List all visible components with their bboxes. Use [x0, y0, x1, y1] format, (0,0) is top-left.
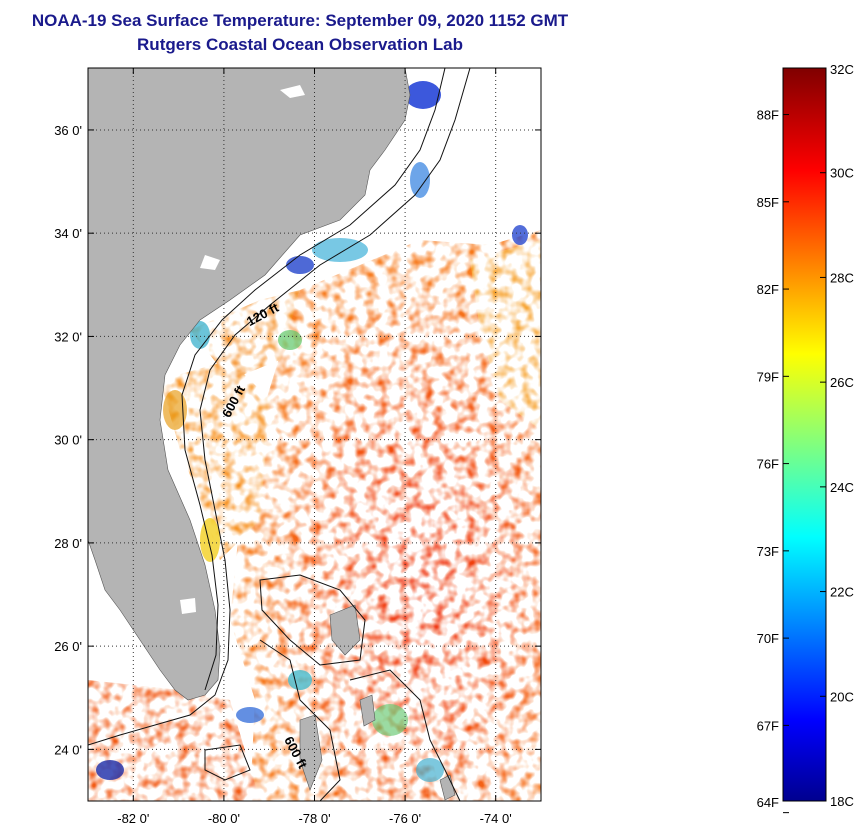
lon-tick-label: -80 0' — [208, 811, 240, 826]
fahrenheit-tick-label: 85F — [757, 195, 779, 210]
fahrenheit-tick-label: 76F — [757, 457, 779, 472]
lon-tick-label: -76 0' — [389, 811, 421, 826]
little-bahama-bank-contour — [259, 574, 366, 666]
grand-bahama-island — [329, 604, 361, 656]
long-island-bahamas — [439, 774, 456, 801]
andros-island — [299, 714, 323, 791]
lon-tick-label: -82 0' — [117, 811, 149, 826]
bathymetry-contours — [88, 68, 471, 801]
map-title: NOAA-19 Sea Surface Temperature: Septemb… — [31, 11, 569, 30]
tongue-of-ocean-contour — [259, 639, 341, 801]
celsius-tick-label: 32C — [830, 62, 854, 77]
shelf-region — [160, 360, 270, 560]
map-subtitle: Rutgers Coastal Ocean Observation Lab — [137, 35, 463, 54]
fahrenheit-tick-label: 70F — [757, 631, 779, 646]
lat-tick-label: 30 0' — [54, 433, 82, 448]
lat-tick-label: 26 0' — [54, 639, 82, 654]
cay-sal-bank-contour — [204, 744, 251, 781]
fahrenheit-tick-label: 73F — [757, 544, 779, 559]
fahrenheit-tick-label: 88F — [757, 108, 779, 123]
florida-straits-warm-region — [88, 680, 260, 801]
fahrenheit-tick-label: 79F — [757, 369, 779, 384]
celsius-tick-label: 26C — [830, 375, 854, 390]
colorbar-fahrenheit-ticks: 88F 85F 82F 79F 76F 73F 70F 67F 64F — [757, 108, 789, 814]
celsius-tick-label: 30C — [830, 166, 854, 181]
lon-tick-label: -78 0' — [298, 811, 330, 826]
lat-tick-label: 36 0' — [54, 123, 82, 138]
longitude-axis: -82 0' -80 0' -78 0' -76 0' -74 0' — [117, 68, 512, 826]
fahrenheit-tick-label: 64F — [757, 795, 779, 810]
us-southeast-coast — [88, 68, 411, 701]
eleuthera-island — [359, 694, 376, 727]
gulf-stream-warm-region — [230, 230, 541, 801]
colorbar-celsius-ticks: 32C 30C 28C 26C 24C 22C 20C 18C — [820, 62, 854, 809]
lake-okeechobee — [180, 598, 196, 614]
lat-tick-label: 34 0' — [54, 226, 82, 241]
great-bahama-bank-contour — [349, 669, 461, 801]
celsius-tick-label: 28C — [830, 270, 854, 285]
latitude-axis: 24 0' 26 0' 28 0' 30 0' 32 0' 34 0' 36 0' — [54, 123, 541, 757]
sst-field — [88, 230, 541, 801]
georgia-shelf-region — [190, 290, 300, 380]
land-masses — [88, 68, 456, 801]
lat-tick-label: 24 0' — [54, 742, 82, 757]
celsius-tick-label: 20C — [830, 689, 854, 704]
celsius-tick-label: 24C — [830, 480, 854, 495]
inland-lake — [200, 255, 220, 270]
lat-tick-label: 28 0' — [54, 536, 82, 551]
colorbar-gradient — [782, 67, 827, 802]
sound-water — [280, 85, 305, 98]
contour-120ft — [181, 68, 446, 691]
fahrenheit-tick-label: 82F — [757, 282, 779, 297]
celsius-tick-label: 22C — [830, 585, 854, 600]
celsius-tick-label: 18C — [830, 794, 854, 809]
contour-600ft — [88, 68, 471, 746]
fahrenheit-tick-label: 67F — [757, 718, 779, 733]
lat-tick-label: 32 0' — [54, 329, 82, 344]
lon-tick-label: -74 0' — [480, 811, 512, 826]
offshore-cooler-region — [470, 240, 541, 430]
